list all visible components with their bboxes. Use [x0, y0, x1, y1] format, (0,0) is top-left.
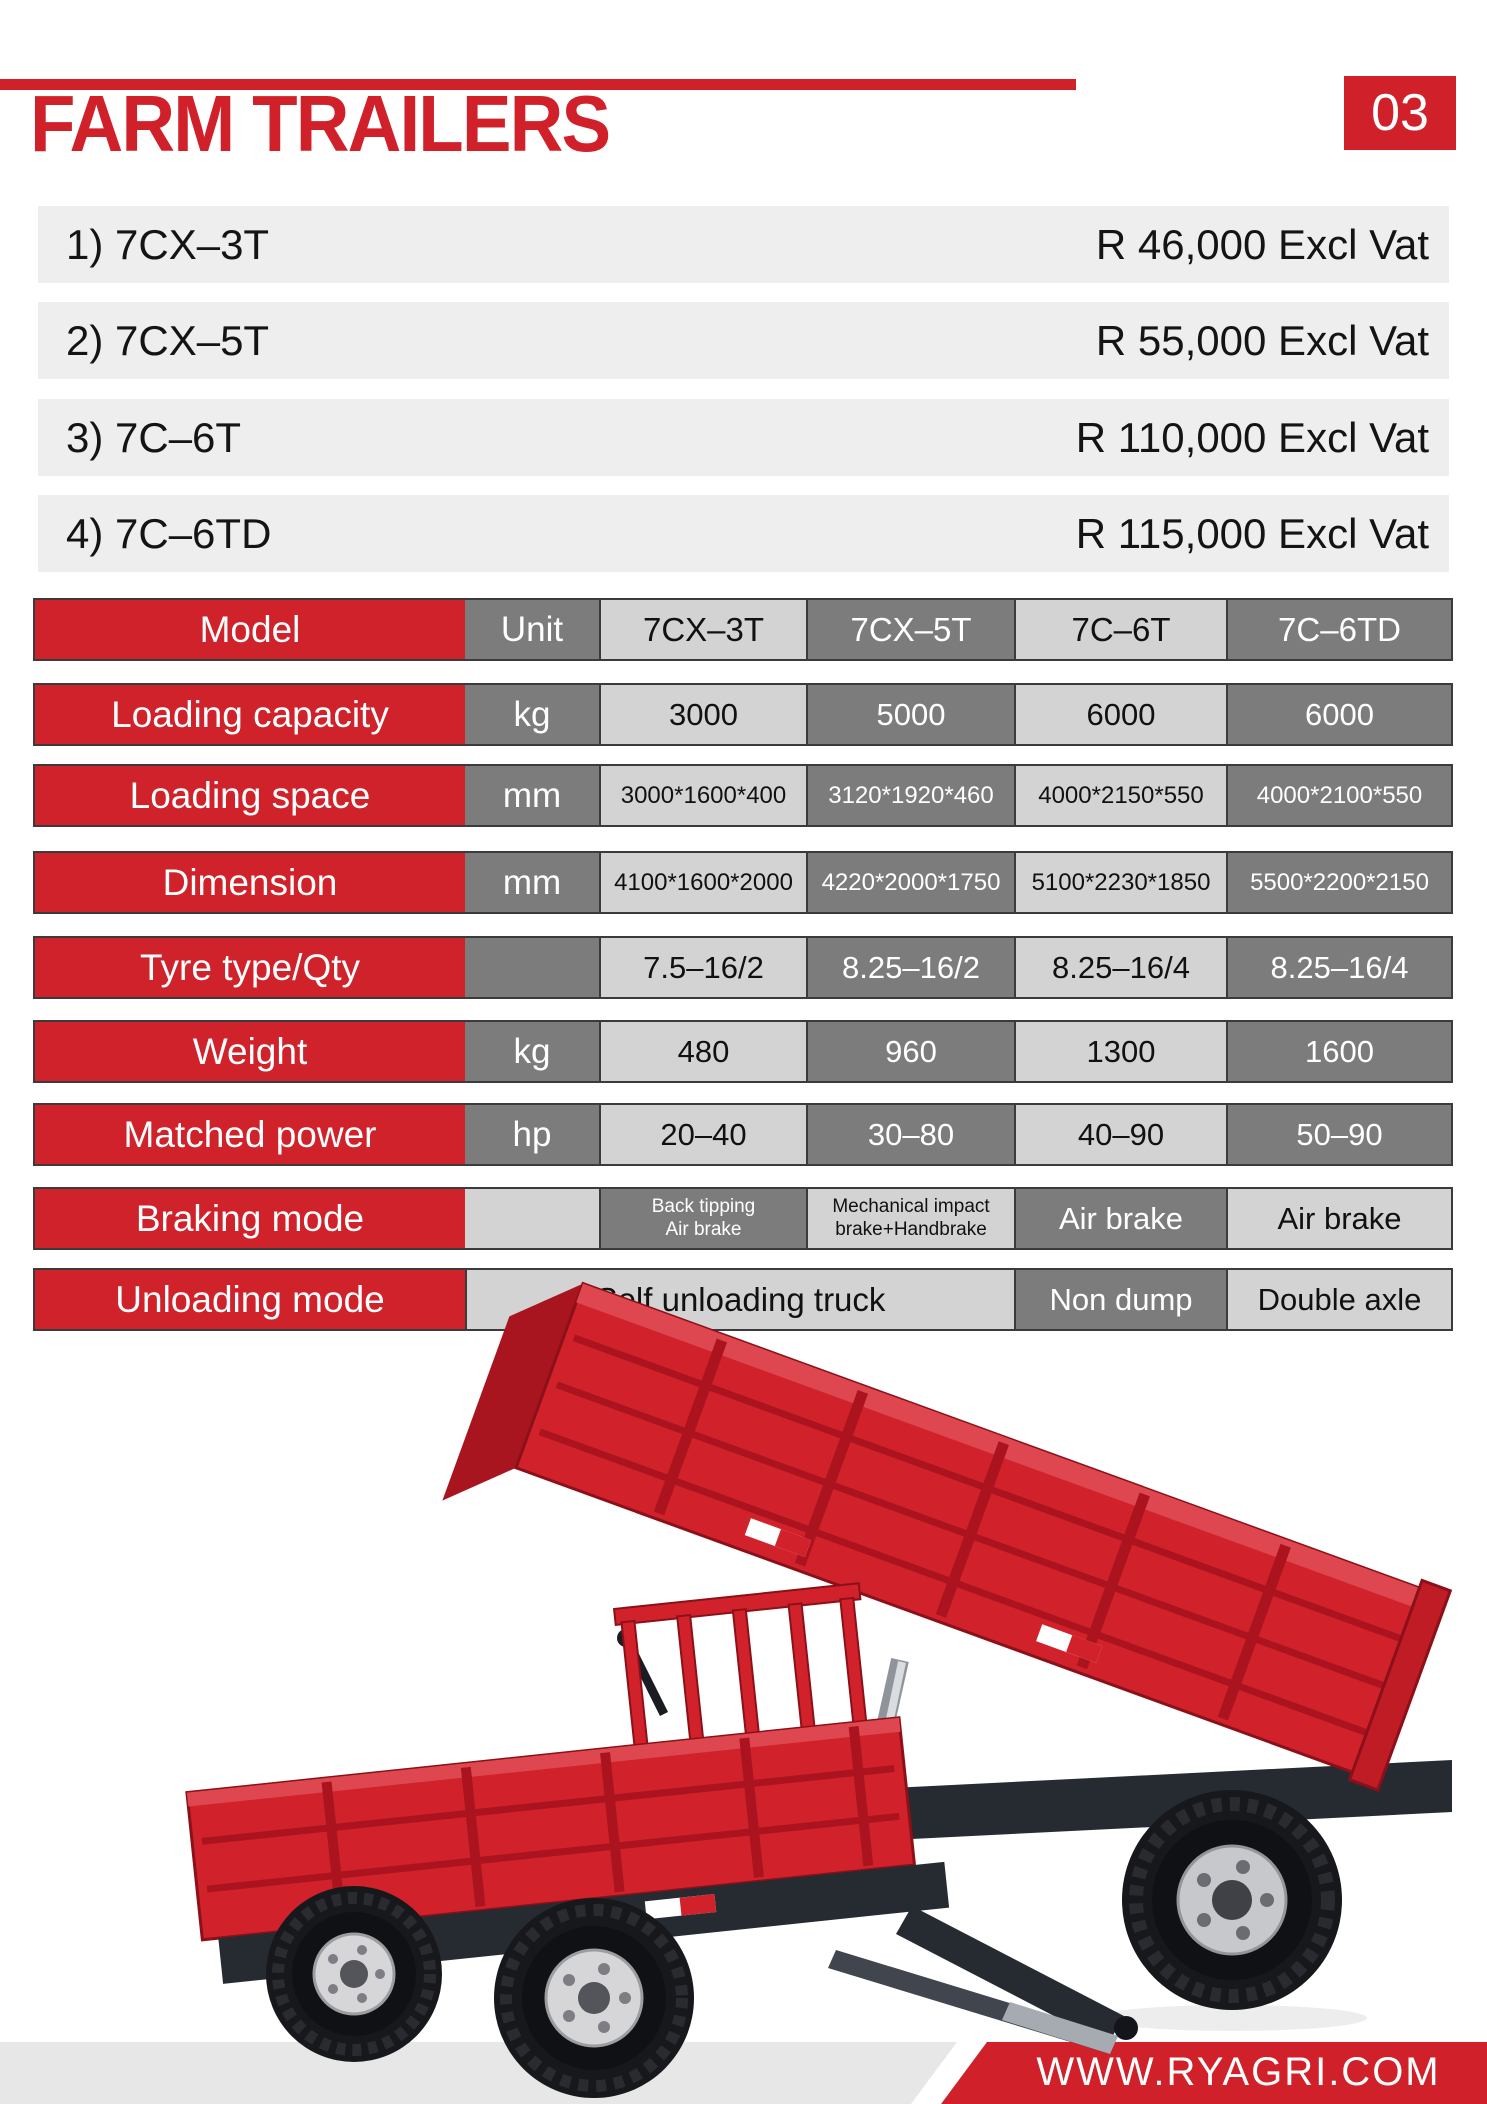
- spec-header-label: Model: [35, 600, 465, 659]
- spec-row-unit: kg: [465, 685, 599, 744]
- spec-row-unit: kg: [465, 1022, 599, 1081]
- spec-value: 5000: [806, 685, 1014, 744]
- spec-row-label: Unloading mode: [35, 1270, 465, 1329]
- spec-value: 4000*2100*550: [1226, 766, 1451, 825]
- spec-row-unloading-mode: Unloading mode Self unloading truck Non …: [33, 1268, 1453, 1331]
- spec-value: 5100*2230*1850: [1014, 853, 1226, 912]
- spec-row-dimension: Dimension mm 4100*1600*2000 4220*2000*17…: [33, 851, 1453, 914]
- spec-row-unit: hp: [465, 1105, 599, 1164]
- spec-header-model: 7CX–5T: [806, 600, 1014, 659]
- spec-value: 40–90: [1014, 1105, 1226, 1164]
- spec-header-model: 7C–6T: [1014, 600, 1226, 659]
- website-url: WWW.RYAGRI.COM: [1036, 2050, 1441, 2094]
- spec-row-matched-power: Matched power hp 20–40 30–80 40–90 50–90: [33, 1103, 1453, 1166]
- page-title-text: FARM TRAILERS: [30, 79, 611, 168]
- spec-value: 3120*1920*460: [806, 766, 1014, 825]
- price-model: 3) 7C–6T: [66, 413, 242, 461]
- spec-value: 6000: [1226, 685, 1451, 744]
- spec-row-label: Dimension: [35, 853, 465, 912]
- spec-row-unit: mm: [465, 853, 599, 912]
- spec-value: 480: [599, 1022, 806, 1081]
- spec-value: 30–80: [806, 1105, 1014, 1164]
- spec-value: Air brake: [1014, 1189, 1226, 1248]
- spec-value: 960: [806, 1022, 1014, 1081]
- spec-row-loading-capacity: Loading capacity kg 3000 5000 6000 6000: [33, 683, 1453, 746]
- spec-row-label: Weight: [35, 1022, 465, 1081]
- spec-row-label: Matched power: [35, 1105, 465, 1164]
- spec-header-unit: Unit: [465, 600, 599, 659]
- page-number-badge: 03: [1344, 76, 1456, 150]
- price-value: R 115,000 Excl Vat: [1075, 509, 1429, 557]
- spec-value: 1600: [1226, 1022, 1451, 1081]
- spec-value: 4100*1600*2000: [599, 853, 806, 912]
- spec-row-label: Loading space: [35, 766, 465, 825]
- price-value: R 110,000 Excl Vat: [1075, 413, 1429, 461]
- spec-value: Back tipping Air brake: [599, 1189, 806, 1248]
- price-value: R 55,000 Excl Vat: [1095, 316, 1429, 364]
- spec-row-label: Tyre type/Qty: [35, 938, 465, 997]
- spec-row-tyre: Tyre type/Qty 7.5–16/2 8.25–16/2 8.25–16…: [33, 936, 1453, 999]
- header-accent-bar: [0, 79, 1076, 90]
- spec-row-unit: mm: [465, 766, 599, 825]
- price-list-item: 2) 7CX–5T R 55,000 Excl Vat: [38, 302, 1449, 379]
- price-model: 4) 7C–6TD: [66, 509, 272, 557]
- spec-value: Non dump: [1014, 1270, 1226, 1329]
- spec-row-braking-mode: Braking mode Back tipping Air brake Mech…: [33, 1187, 1453, 1250]
- spec-value: 4000*2150*550: [1014, 766, 1226, 825]
- page-title: FARM TRAILERS: [30, 84, 653, 164]
- spec-value: Mechanical impact brake+Handbrake: [806, 1189, 1014, 1248]
- price-list-item: 4) 7C–6TD R 115,000 Excl Vat: [38, 495, 1449, 572]
- spec-row-weight: Weight kg 480 960 1300 1600: [33, 1020, 1453, 1083]
- spec-value: 4220*2000*1750: [806, 853, 1014, 912]
- spec-value: 3000*1600*400: [599, 766, 806, 825]
- spec-row-loading-space: Loading space mm 3000*1600*400 3120*1920…: [33, 764, 1453, 827]
- spec-table-header-row: Model Unit 7CX–3T 7CX–5T 7C–6T 7C–6TD: [33, 598, 1453, 661]
- spec-header-model: 7C–6TD: [1226, 600, 1451, 659]
- price-model: 2) 7CX–5T: [66, 316, 270, 364]
- spec-value: 50–90: [1226, 1105, 1451, 1164]
- spec-value: 8.25–16/2: [806, 938, 1014, 997]
- footer-gray-band: [0, 2042, 957, 2104]
- price-list-item: 1) 7CX–3T R 46,000 Excl Vat: [38, 206, 1449, 283]
- price-list-item: 3) 7C–6T R 110,000 Excl Vat: [38, 399, 1449, 476]
- tipping-trailer-illustration: [387, 1281, 1453, 2050]
- spec-value: Air brake: [1226, 1189, 1451, 1248]
- spec-header-model: 7CX–3T: [599, 600, 806, 659]
- spec-value: 8.25–16/4: [1014, 938, 1226, 997]
- spec-value: 5500*2200*2150: [1226, 853, 1451, 912]
- spec-value: 7.5–16/2: [599, 938, 806, 997]
- spec-value: 1300: [1014, 1022, 1226, 1081]
- spec-value: 3000: [599, 685, 806, 744]
- price-model: 1) 7CX–3T: [66, 220, 270, 268]
- spec-row-label: Braking mode: [35, 1189, 465, 1248]
- spec-value: 20–40: [599, 1105, 806, 1164]
- spec-merged-value: Self unloading truck: [465, 1270, 1014, 1329]
- spec-value: Double axle: [1226, 1270, 1451, 1329]
- spec-row-unit: [465, 1189, 599, 1248]
- spec-value: 8.25–16/4: [1226, 938, 1451, 997]
- spec-row-unit: [465, 938, 599, 997]
- spec-row-label: Loading capacity: [35, 685, 465, 744]
- flat-trailer-illustration: [185, 1582, 1138, 2098]
- spec-value: 6000: [1014, 685, 1226, 744]
- price-value: R 46,000 Excl Vat: [1095, 220, 1429, 268]
